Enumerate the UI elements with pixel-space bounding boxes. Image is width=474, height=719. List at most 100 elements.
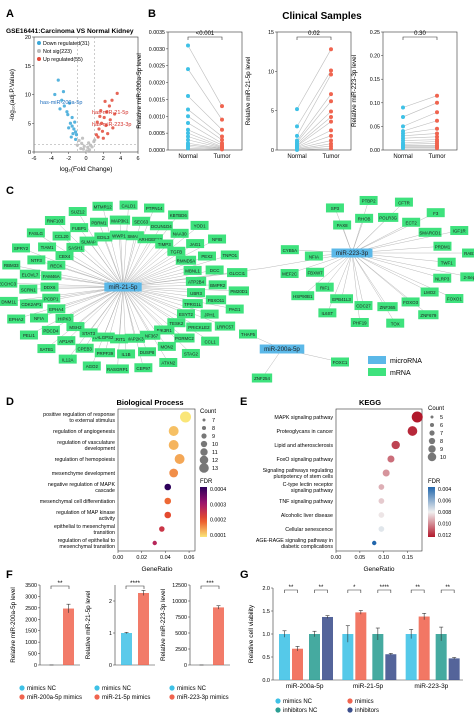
viability-sig-label: ** bbox=[319, 585, 324, 591]
network-edge bbox=[122, 251, 177, 288]
tumor-point bbox=[220, 127, 224, 132]
volcano-xtick-label: -4 bbox=[49, 156, 54, 162]
mrna-node-box bbox=[418, 310, 439, 320]
tumor-point bbox=[435, 134, 439, 139]
volcano-point bbox=[102, 115, 106, 120]
paired-connector-line bbox=[296, 148, 332, 151]
mrna-node-label: RECK bbox=[50, 263, 62, 268]
paired-connector-line bbox=[402, 120, 438, 132]
term-label: negative regulation of MAPK bbox=[48, 482, 116, 488]
count-legend-label: 13 bbox=[212, 466, 218, 472]
mrna-node-box bbox=[30, 313, 49, 323]
paired-ytick-label: 0.0010 bbox=[149, 114, 165, 120]
volcano-legend: Down regulated(31) Not sig(223) Up regulat… bbox=[37, 41, 90, 63]
normal-point bbox=[186, 137, 190, 142]
network-edge bbox=[351, 252, 430, 293]
count-legend-dot bbox=[199, 463, 209, 473]
viability-sig-bracket bbox=[440, 589, 455, 593]
panel-label-g: G bbox=[240, 569, 249, 581]
mrna-node-label: NFIA bbox=[34, 316, 44, 321]
mrna-node-box bbox=[134, 363, 153, 373]
mrna-node-box bbox=[154, 325, 175, 335]
mrna-node-label: TESK2 bbox=[169, 321, 183, 326]
mrna-node-box bbox=[359, 195, 378, 205]
count-legend-dot bbox=[429, 430, 435, 436]
viability-sig-label: ** bbox=[445, 585, 450, 591]
fdr-tick-label: 0.0004 bbox=[210, 487, 226, 493]
pvalue-bracket bbox=[296, 36, 332, 40]
count-legend-dot bbox=[201, 433, 207, 439]
mrna-node-label: CFTR bbox=[398, 200, 410, 205]
mrna-node-label: DUSP8 bbox=[140, 350, 155, 355]
kegg-dotplot: KEGG MAPK signaling pathway Proteoglycans… bbox=[256, 398, 451, 573]
mrna-node-label: NLRP3 bbox=[435, 276, 450, 281]
mrna-node-box bbox=[208, 234, 227, 244]
paired-connector-line bbox=[187, 146, 223, 150]
paired-plots: 0.00000.00050.00100.00150.00200.00250.00… bbox=[136, 30, 458, 160]
mrna-node-label: PAX8 bbox=[337, 223, 348, 228]
viability-ylabel: Relative cell viability bbox=[248, 604, 255, 663]
mirna-node-21-label: miR-21-5p bbox=[109, 284, 138, 291]
volcano-point bbox=[80, 141, 84, 145]
mrna-node-label: PRDM1 bbox=[435, 244, 451, 249]
mrna-node-label: NFIA bbox=[309, 254, 319, 259]
paired-ytick-label: 0.0005 bbox=[149, 131, 165, 137]
mrna-node-label: CYB5A bbox=[283, 248, 297, 253]
enrichment-dot bbox=[164, 497, 172, 505]
volcano-label-223: has-miR-223-3p bbox=[92, 122, 131, 128]
mrna-node-label: NTF3 bbox=[31, 258, 43, 263]
bp-xlabel: GeneRatio bbox=[141, 566, 172, 573]
volcano-point bbox=[60, 98, 64, 102]
volcano-point bbox=[100, 121, 104, 125]
paired-connector-line bbox=[187, 139, 223, 149]
mrna-node-box bbox=[68, 207, 87, 217]
volcano-point bbox=[72, 127, 76, 131]
mrna-node-box bbox=[318, 308, 337, 318]
mrna-node-box bbox=[149, 221, 173, 231]
mrna-node-box bbox=[47, 260, 66, 270]
count-legend-label: 6 bbox=[440, 423, 443, 429]
mrna-node-box bbox=[155, 239, 174, 249]
mrna-node-label: PIK3R1 bbox=[157, 328, 173, 333]
mrna-node-label: RHOB bbox=[358, 217, 371, 222]
volcano-ylabel: -log₁₀(adj.P.Value) bbox=[9, 69, 16, 121]
normal-point bbox=[186, 94, 190, 99]
bp-title: Biological Process bbox=[116, 398, 183, 407]
mrna-node-label: ATP2B4 bbox=[188, 280, 205, 285]
normal-point bbox=[186, 67, 190, 72]
normal-point bbox=[295, 124, 299, 129]
paired-connector-line bbox=[187, 95, 223, 130]
mrna-node-box bbox=[110, 230, 129, 240]
paired-ytick-label: 10 bbox=[268, 69, 274, 75]
tumor-point bbox=[329, 109, 333, 114]
paired-connector-line bbox=[402, 111, 438, 127]
mrna-node-label: DCC bbox=[210, 268, 220, 273]
mrna-node-label: PM20D1 bbox=[230, 289, 248, 294]
volcano-point bbox=[94, 133, 98, 137]
mrna-node-label: TPRG1L bbox=[184, 302, 202, 307]
kegg-frame bbox=[335, 408, 423, 552]
viability-bar bbox=[322, 616, 333, 680]
dotplot-xtick-label: 0.06 bbox=[184, 555, 195, 561]
viability-category-label: miR-223-3p bbox=[414, 683, 448, 690]
viability-legend-swatch bbox=[347, 698, 353, 704]
paired-ylabel: Relative miR-223-3p level bbox=[351, 55, 358, 127]
term-label: transition bbox=[94, 530, 116, 536]
mrna-node-label: FASLG bbox=[29, 231, 44, 236]
volcano-point bbox=[95, 120, 99, 124]
mirna-node-223-label: miR-223-3p bbox=[336, 250, 369, 257]
mirna-node-223-box bbox=[331, 248, 373, 258]
mrna-node-box bbox=[280, 269, 299, 279]
legend-mrna-label: mRNA bbox=[390, 370, 411, 377]
mrna-node-box bbox=[402, 217, 421, 227]
tumor-point bbox=[220, 147, 224, 152]
mimics-legend-swatch bbox=[19, 694, 25, 700]
viability-bar bbox=[372, 634, 384, 680]
tumor-point bbox=[435, 100, 439, 105]
mimics-ytick-label: 0 bbox=[184, 663, 187, 669]
volcano-point bbox=[71, 132, 75, 136]
mrna-node-box bbox=[185, 276, 207, 286]
mrna-node-box bbox=[66, 242, 85, 252]
volcano-point bbox=[104, 123, 108, 128]
